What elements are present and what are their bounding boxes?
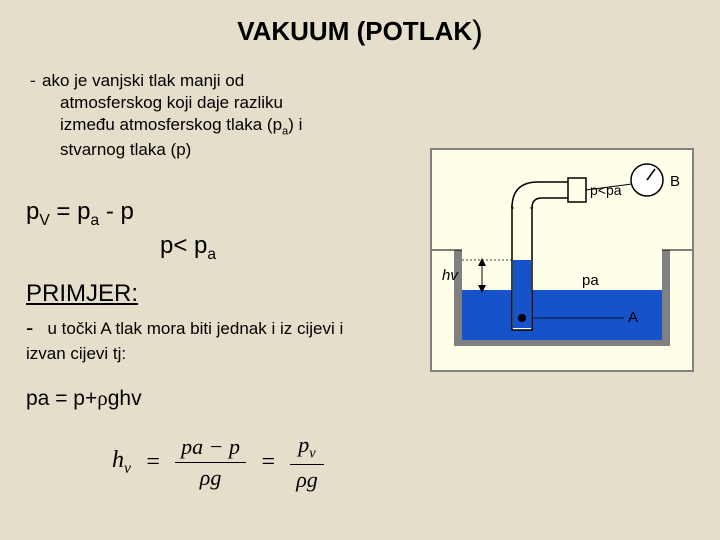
equals-1: = xyxy=(145,449,161,475)
bullet-definition: -ako je vanjski tlak manji od atmosfersk… xyxy=(30,70,390,161)
formula-hv-fraction: hv = pa − p ρg = pv ρg xyxy=(108,432,328,493)
label-hv: hv xyxy=(442,267,459,284)
title-main: VAKUUM (POTLAK xyxy=(237,16,472,46)
definition-block: -ako je vanjski tlak manji od atmosfersk… xyxy=(30,70,390,169)
fraction-1: pa − p ρg xyxy=(175,434,246,491)
formula-pa: pa = p+ρghv xyxy=(26,386,142,411)
title-paren: ) xyxy=(472,14,483,50)
point-a-dot xyxy=(518,314,526,322)
def-line1: ako je vanjski tlak manji od xyxy=(42,71,244,90)
example-heading: PRIMJER: xyxy=(26,280,138,308)
def-line4: stvarnog tlaka (p) xyxy=(60,139,390,161)
label-b: B xyxy=(670,173,680,190)
label-p-lt-pa: p<pa xyxy=(590,182,622,198)
def-line3: između atmosferskog tlaka (pa) i xyxy=(60,114,390,139)
equals-2: = xyxy=(260,449,276,475)
example-body: u točki A tlak mora biti jednak i iz cij… xyxy=(26,319,343,363)
vacuum-diagram: hv p<pa pa A B xyxy=(430,148,694,372)
label-a: A xyxy=(628,309,638,326)
example-text: - u točki A tlak mora biti jednak i iz c… xyxy=(26,314,376,365)
wall-left xyxy=(454,250,462,345)
formula-inequality: p< pa xyxy=(160,232,216,264)
tube-outlet xyxy=(568,178,586,202)
hv-arrow-up xyxy=(478,258,486,266)
diagram-svg: hv p<pa pa A B xyxy=(432,150,692,370)
page-title: VAKUUM (POTLAK) xyxy=(0,0,720,51)
formula-pv: pV = pa - p xyxy=(26,198,134,230)
wall-bottom xyxy=(454,340,670,346)
bullet-dash: - xyxy=(30,70,42,92)
label-pa: pa xyxy=(582,272,599,289)
fraction-2: pv ρg xyxy=(290,432,324,493)
tube-seam-cover xyxy=(514,204,531,210)
example-dash: - xyxy=(26,315,33,340)
wall-right xyxy=(662,250,670,345)
def-line2: atmosferskog koji daje razliku xyxy=(60,92,390,114)
hv-var: hv xyxy=(112,447,131,473)
